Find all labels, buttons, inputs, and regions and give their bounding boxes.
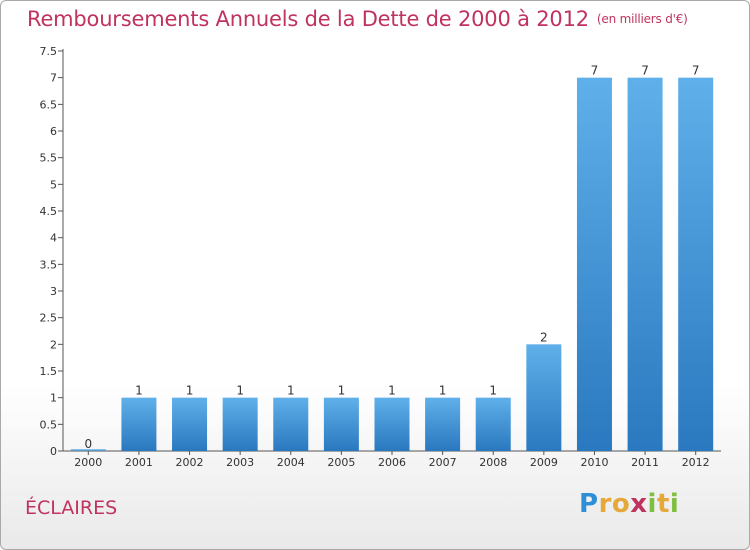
y-tick-label: 0 [50,445,57,458]
y-tick-label: 3 [50,285,57,298]
y-tick-label: 6 [50,125,57,138]
x-tick-label-2004: 2004 [277,456,305,469]
chart-title-text: Remboursements Annuels de la Dette de 20… [27,7,589,31]
bar-2002 [172,397,208,451]
x-tick-label-2011: 2011 [631,456,659,469]
data-label-2001: 1 [135,384,143,398]
x-tick-label-2001: 2001 [125,456,153,469]
logo-letter: r [598,489,612,519]
y-tick-label: 6.5 [40,98,58,111]
x-tick-label-2007: 2007 [429,456,457,469]
y-tick-label: 7.5 [40,45,58,58]
y-tick-label: 5 [50,178,57,191]
bar-2004 [273,397,309,451]
x-tick-label-2002: 2002 [176,456,204,469]
y-tick-label: 2.5 [40,312,58,325]
chart-title: Remboursements Annuels de la Dette de 20… [27,7,688,31]
data-label-2002: 1 [186,384,194,398]
y-tick-label: 1.5 [40,365,58,378]
logo-letter: x [630,489,648,519]
bar-2005 [323,397,359,451]
data-label-2006: 1 [388,384,396,398]
data-label-2012: 7 [692,64,700,78]
data-label-2007: 1 [439,384,447,398]
bar-2001 [121,397,157,451]
x-tick-label-2008: 2008 [479,456,507,469]
y-tick-label: 3.5 [40,258,58,271]
y-tick-label: 5.5 [40,152,58,165]
data-label-2009: 2 [540,330,548,344]
data-label-2008: 1 [489,384,497,398]
y-tick-label: 7 [50,72,57,85]
bar-2008 [475,397,511,451]
logo-letter: t [656,489,670,519]
data-label-2000: 0 [84,437,92,451]
bar-2010 [576,77,612,452]
data-label-2004: 1 [287,384,295,398]
x-tick-label-2009: 2009 [530,456,558,469]
logo-letter: i [669,489,680,519]
bar-2009 [526,344,562,451]
data-label-2005: 1 [338,384,346,398]
proxiti-logo: Proxiti [579,489,679,519]
logo-letter: o [611,489,631,519]
bar-2007 [425,397,461,451]
y-tick-label: 2 [50,338,57,351]
bar-2011 [627,77,663,452]
x-tick-label-2003: 2003 [226,456,254,469]
data-label-2011: 7 [641,64,649,78]
y-tick-label: 1 [50,392,57,405]
y-tick-label: 4 [50,232,57,245]
bar-2006 [374,397,410,451]
data-label-2010: 7 [591,64,599,78]
x-tick-label-2000: 2000 [74,456,102,469]
x-tick-label-2005: 2005 [327,456,355,469]
x-tick-label-2006: 2006 [378,456,406,469]
x-tick-label-2010: 2010 [580,456,608,469]
data-label-2003: 1 [236,384,244,398]
y-tick-label: 0.5 [40,418,58,431]
bar-2003 [222,397,258,451]
logo-letter: i [647,489,657,519]
logo-letter: P [579,489,599,519]
location-name: ÉCLAIRES [25,497,118,519]
x-tick-label-2012: 2012 [682,456,710,469]
bar-2012 [678,77,714,452]
y-tick-label: 4.5 [40,205,58,218]
chart-subtitle: (en milliers d'€) [596,12,688,26]
